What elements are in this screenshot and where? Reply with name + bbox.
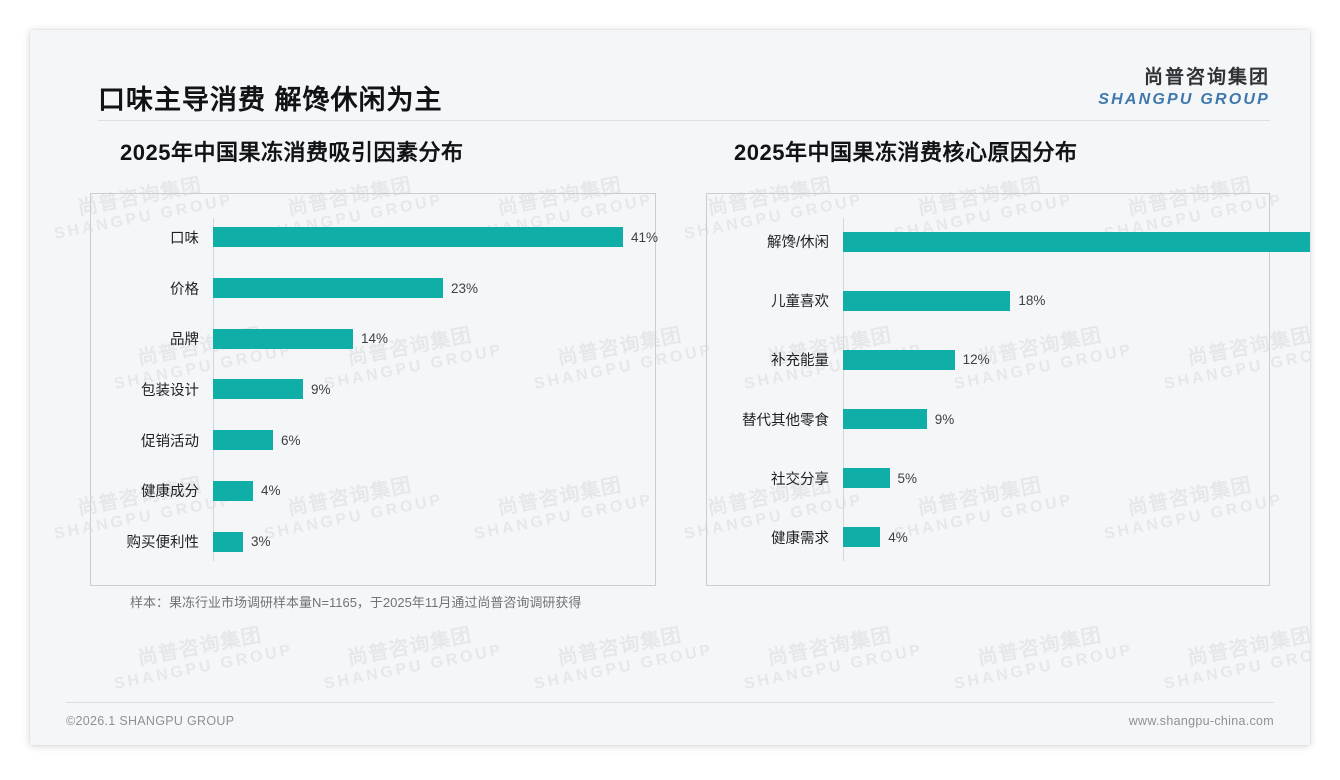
bar-track: 12% bbox=[843, 343, 1253, 377]
bar-fill bbox=[213, 480, 253, 501]
bar-category-label: 解馋/休闲 bbox=[766, 235, 829, 252]
chart-title-left: 2025年中国果冻消费吸引因素分布 bbox=[120, 140, 464, 165]
watermark-text: 尚普咨询集团 SHANGPU GROUP bbox=[1162, 624, 1310, 693]
bar-fill bbox=[843, 468, 890, 489]
bar-category-label: 购买便利性 bbox=[126, 535, 200, 552]
bar-value-label: 6% bbox=[281, 432, 301, 448]
bar-track: 41% bbox=[213, 220, 658, 254]
chart-panel-core-reasons: 2025年中国果冻消费核心原因分布 解馋/休闲 52% 儿童喜欢 18% 补充能量 12%… bbox=[670, 135, 1310, 586]
chart-frame-left: 口味 41% 价格 23% 品牌 14% 包装设计 9% 促销活动 6% 健康成分 4% 购买便利性 3% bbox=[90, 193, 658, 586]
bar-row: 价格 23% bbox=[91, 271, 639, 305]
charts-region: 2025年中国果冻消费吸引因素分布 口味 41% 价格 23% 品牌 14% 包装设计 9% 促… bbox=[30, 135, 1310, 586]
bar-row: 购买便利性 3% bbox=[91, 525, 639, 559]
bar-value-label: 23% bbox=[451, 280, 479, 296]
bar-track: 14% bbox=[213, 322, 639, 356]
bar-row: 包装设计 9% bbox=[91, 372, 639, 406]
bar-category-label: 健康需求 bbox=[771, 530, 829, 547]
bar-category-label: 品牌 bbox=[170, 332, 199, 349]
brand-logo: 尚普咨询集团 SHANGPU GROUP bbox=[1098, 66, 1270, 110]
bar-fill bbox=[843, 231, 1310, 252]
slide-footer: ©2026.1 SHANGPU GROUP www.shangpu-china.… bbox=[66, 707, 1274, 735]
bar-row: 补充能量 12% bbox=[707, 343, 1253, 377]
bar-row: 健康需求 4% bbox=[707, 520, 1253, 554]
bar-track: 52% bbox=[843, 225, 1310, 259]
bar-value-label: 5% bbox=[897, 470, 918, 486]
bar-value-label: 4% bbox=[261, 483, 281, 499]
bar-value-label: 41% bbox=[631, 229, 659, 245]
watermark-text: 尚普咨询集团 SHANGPU GROUP bbox=[532, 624, 715, 693]
bar-category-label: 替代其他零食 bbox=[742, 412, 829, 429]
slide-header: 口味主导消费 解馋休闲为主 尚普咨询集团 SHANGPU GROUP bbox=[30, 30, 1310, 122]
bar-track: 23% bbox=[213, 271, 639, 305]
watermark-text: 尚普咨询集团 SHANGPU GROUP bbox=[952, 624, 1135, 693]
bar-value-label: 9% bbox=[934, 411, 955, 427]
bar-track: 18% bbox=[843, 284, 1253, 318]
bar-fill bbox=[843, 349, 955, 370]
bar-category-label: 包装设计 bbox=[141, 382, 199, 399]
brand-logo-en: SHANGPU GROUP bbox=[1098, 90, 1270, 108]
sample-footnote: 样本：果冻行业市场调研样本量N=1165，于2025年11月通过尚普咨询调研获得 bbox=[130, 595, 582, 610]
chart-title-right: 2025年中国果冻消费核心原因分布 bbox=[734, 140, 1078, 165]
bar-track: 6% bbox=[213, 423, 639, 457]
bar-value-label: 14% bbox=[361, 331, 389, 347]
bar-fill bbox=[843, 409, 927, 430]
bar-category-label: 价格 bbox=[170, 281, 199, 298]
bar-row: 替代其他零食 9% bbox=[707, 402, 1253, 436]
bar-row: 品牌 14% bbox=[91, 322, 639, 356]
footer-divider bbox=[66, 702, 1274, 703]
copyright-text: ©2026.1 SHANGPU GROUP bbox=[66, 714, 235, 728]
bar-list-left: 口味 41% 价格 23% 品牌 14% 包装设计 9% 促销活动 6% 健康成分 4% 购买便利性 3% bbox=[91, 212, 658, 567]
watermark-text: 尚普咨询集团 SHANGPU GROUP bbox=[742, 624, 925, 693]
category-axis-line-right bbox=[843, 218, 844, 561]
bar-fill bbox=[213, 278, 443, 299]
bar-track: 4% bbox=[843, 520, 1253, 554]
bar-value-label: 12% bbox=[962, 352, 990, 368]
bar-category-label: 儿童喜欢 bbox=[771, 294, 829, 311]
bar-value-label: 18% bbox=[1018, 293, 1046, 309]
bar-fill bbox=[213, 531, 243, 552]
slide: 尚普咨询集团 SHANGPU GROUP 尚普咨询集团 SHANGPU GROUP 尚普… bbox=[30, 30, 1310, 745]
bar-value-label: 3% bbox=[251, 534, 271, 550]
header-divider bbox=[98, 120, 1270, 121]
bar-fill bbox=[843, 527, 881, 548]
bar-fill bbox=[213, 379, 303, 400]
bar-track: 9% bbox=[213, 372, 639, 406]
bar-fill bbox=[213, 227, 623, 248]
page-title: 口味主导消费 解馋休闲为主 bbox=[98, 85, 443, 115]
bar-track: 5% bbox=[843, 461, 1253, 495]
bar-list-right: 解馋/休闲 52% 儿童喜欢 18% 补充能量 12% 替代其他零食 9% 社交分享 5% 健康需求… bbox=[707, 212, 1310, 567]
bar-track: 9% bbox=[843, 402, 1253, 436]
bar-row: 儿童喜欢 18% bbox=[707, 284, 1253, 318]
bar-fill bbox=[213, 430, 273, 451]
chart-frame-right: 解馋/休闲 52% 儿童喜欢 18% 补充能量 12% 替代其他零食 9% 社交分享 5% 健康需求… bbox=[706, 193, 1310, 586]
bar-row: 健康成分 4% bbox=[91, 474, 639, 508]
bar-row: 解馋/休闲 52% bbox=[707, 225, 1310, 259]
bar-track: 3% bbox=[213, 525, 639, 559]
bar-value-label: 4% bbox=[888, 529, 908, 545]
watermark-text: 尚普咨询集团 SHANGPU GROUP bbox=[112, 624, 295, 693]
bar-category-label: 促销活动 bbox=[141, 433, 199, 450]
bar-row: 促销活动 6% bbox=[91, 423, 639, 457]
bar-fill bbox=[213, 328, 353, 349]
bar-category-label: 口味 bbox=[170, 230, 199, 247]
bar-category-label: 补充能量 bbox=[771, 353, 829, 370]
bar-category-label: 健康成分 bbox=[141, 484, 199, 501]
bar-category-label: 社交分享 bbox=[771, 471, 829, 488]
watermark-text: 尚普咨询集团 SHANGPU GROUP bbox=[322, 624, 505, 693]
bar-row: 口味 41% bbox=[91, 220, 658, 254]
chart-panel-attraction-factors: 2025年中国果冻消费吸引因素分布 口味 41% 价格 23% 品牌 14% 包装设计 9% 促… bbox=[30, 135, 670, 586]
bar-row: 社交分享 5% bbox=[707, 461, 1253, 495]
website-link[interactable]: www.shangpu-china.com bbox=[1128, 714, 1274, 728]
bar-fill bbox=[843, 290, 1011, 311]
bar-track: 4% bbox=[213, 474, 639, 508]
bar-value-label: 9% bbox=[311, 381, 331, 397]
brand-logo-cn: 尚普咨询集团 bbox=[1143, 67, 1270, 88]
